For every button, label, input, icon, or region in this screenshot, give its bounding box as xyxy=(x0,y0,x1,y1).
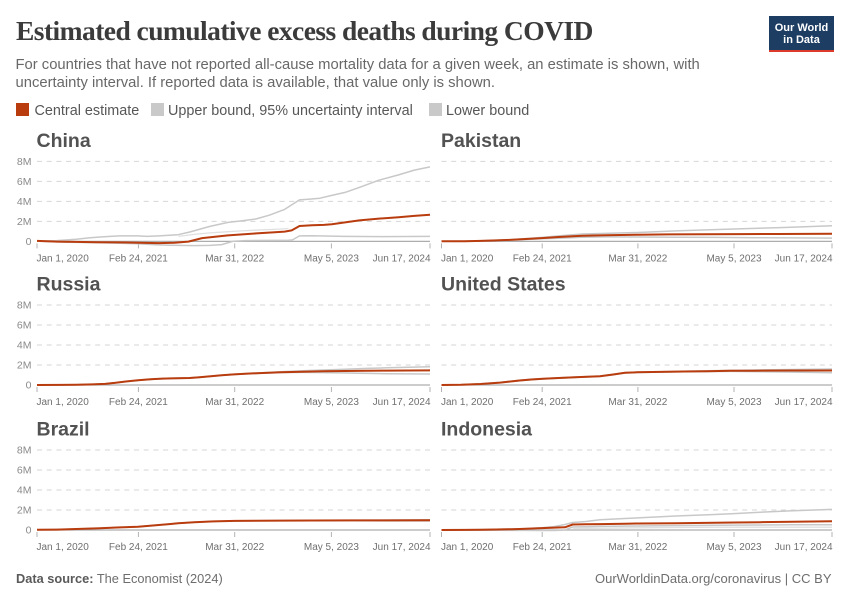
svg-text:0: 0 xyxy=(26,236,32,248)
svg-text:Jan 1, 2020: Jan 1, 2020 xyxy=(37,253,90,264)
svg-text:May 5, 2023: May 5, 2023 xyxy=(304,542,359,553)
svg-text:Mar 31, 2022: Mar 31, 2022 xyxy=(608,397,667,408)
svg-text:2M: 2M xyxy=(17,360,32,372)
svg-text:May 5, 2023: May 5, 2023 xyxy=(304,253,359,264)
svg-text:Mar 31, 2022: Mar 31, 2022 xyxy=(205,253,264,264)
svg-text:Brazil: Brazil xyxy=(37,419,90,441)
svg-text:4M: 4M xyxy=(17,196,32,208)
svg-text:6M: 6M xyxy=(17,176,32,188)
svg-text:Mar 31, 2022: Mar 31, 2022 xyxy=(205,542,264,553)
svg-text:2M: 2M xyxy=(17,505,32,517)
svg-text:Russia: Russia xyxy=(37,274,101,296)
svg-text:China: China xyxy=(37,130,91,152)
svg-text:Jun 17, 2024: Jun 17, 2024 xyxy=(373,542,431,553)
svg-text:Feb 24, 2021: Feb 24, 2021 xyxy=(513,542,572,553)
svg-text:Jun 17, 2024: Jun 17, 2024 xyxy=(775,253,833,264)
svg-text:4M: 4M xyxy=(17,340,32,352)
svg-text:Jun 17, 2024: Jun 17, 2024 xyxy=(373,397,431,408)
svg-text:8M: 8M xyxy=(17,300,32,312)
svg-text:0: 0 xyxy=(26,380,32,392)
svg-text:8M: 8M xyxy=(17,445,32,457)
svg-text:May 5, 2023: May 5, 2023 xyxy=(706,397,761,408)
svg-text:8M: 8M xyxy=(17,156,32,168)
svg-text:Feb 24, 2021: Feb 24, 2021 xyxy=(109,253,168,264)
svg-text:Jan 1, 2020: Jan 1, 2020 xyxy=(37,397,90,408)
svg-text:Mar 31, 2022: Mar 31, 2022 xyxy=(608,253,667,264)
svg-text:May 5, 2023: May 5, 2023 xyxy=(706,253,761,264)
svg-text:Feb 24, 2021: Feb 24, 2021 xyxy=(513,397,572,408)
svg-text:6M: 6M xyxy=(17,320,32,332)
svg-text:Indonesia: Indonesia xyxy=(441,419,532,441)
svg-text:0: 0 xyxy=(26,525,32,537)
svg-text:Pakistan: Pakistan xyxy=(441,130,521,152)
svg-text:Jan 1, 2020: Jan 1, 2020 xyxy=(441,397,494,408)
svg-text:Jan 1, 2020: Jan 1, 2020 xyxy=(441,542,494,553)
svg-text:Jun 17, 2024: Jun 17, 2024 xyxy=(775,397,833,408)
svg-text:Jan 1, 2020: Jan 1, 2020 xyxy=(37,542,90,553)
svg-text:Jan 1, 2020: Jan 1, 2020 xyxy=(441,253,494,264)
svg-text:Mar 31, 2022: Mar 31, 2022 xyxy=(205,397,264,408)
svg-text:6M: 6M xyxy=(17,465,32,477)
svg-text:Mar 31, 2022: Mar 31, 2022 xyxy=(608,542,667,553)
svg-text:Feb 24, 2021: Feb 24, 2021 xyxy=(109,397,168,408)
svg-text:Feb 24, 2021: Feb 24, 2021 xyxy=(109,542,168,553)
svg-text:4M: 4M xyxy=(17,485,32,497)
svg-text:Jun 17, 2024: Jun 17, 2024 xyxy=(775,542,833,553)
svg-text:May 5, 2023: May 5, 2023 xyxy=(706,542,761,553)
svg-text:Feb 24, 2021: Feb 24, 2021 xyxy=(513,253,572,264)
svg-text:Jun 17, 2024: Jun 17, 2024 xyxy=(373,253,431,264)
svg-text:United States: United States xyxy=(441,274,566,296)
svg-text:May 5, 2023: May 5, 2023 xyxy=(304,397,359,408)
svg-text:2M: 2M xyxy=(17,216,32,228)
